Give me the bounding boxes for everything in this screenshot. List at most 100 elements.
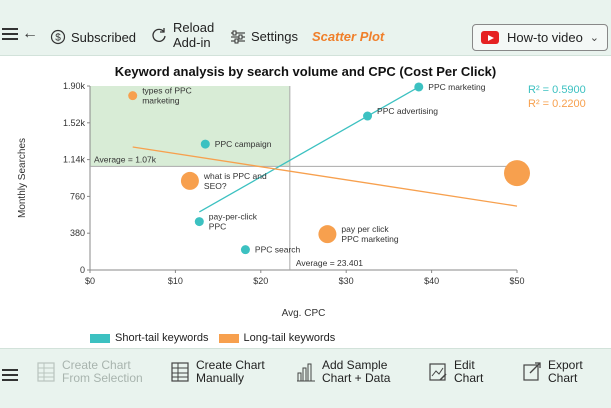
settings-button[interactable]: Settings	[230, 29, 298, 44]
data-point-label-line: PPC	[209, 222, 226, 232]
create-selection-line2: From Selection	[62, 371, 143, 385]
reload-label-line1: Reload	[173, 20, 215, 35]
data-point-label-line: PPC search	[255, 245, 301, 255]
legend-swatch-long-tail	[218, 333, 239, 343]
data-point	[240, 245, 250, 255]
reload-icon	[152, 28, 166, 42]
r-squared-label-short-tail: R² = 0.5900	[528, 84, 586, 96]
trend-line-long-tail	[132, 146, 518, 207]
add-sample-chart-button[interactable]: Add Sample Chart + Data	[296, 359, 390, 385]
r-squared-label-long-tail: R² = 0.2200	[528, 98, 586, 110]
data-point	[200, 139, 210, 149]
data-point	[363, 111, 373, 121]
data-point-label: pay per click PPC marketing	[341, 224, 398, 244]
legend-label-short-tail: Short-tail keywords	[115, 332, 209, 344]
edit-line2: Chart	[454, 371, 484, 385]
data-point-label-line: types of PPC	[142, 86, 192, 96]
bottom-toolbar: Create Chart From Selection Create Chart…	[0, 348, 611, 408]
legend-swatch-short-tail	[90, 333, 110, 343]
create-selection-line1: Create Chart	[62, 358, 131, 372]
x-tick-label: $30	[339, 276, 354, 286]
data-point-label: pay-per-click PPC	[209, 212, 258, 232]
reload-addin-button[interactable]: Reload Add-in	[150, 20, 214, 50]
data-point-label-line: marketing	[142, 96, 180, 106]
y-tick-label: 760	[70, 191, 85, 201]
chart-legend: Short-tail keywords Long-tail keywords	[90, 332, 345, 344]
create-manual-line2: Manually	[196, 371, 245, 385]
y-tick-label: 1.90k	[63, 81, 86, 91]
data-point-label: PPC search	[255, 245, 301, 255]
export-line2: Chart	[548, 371, 578, 385]
data-point	[128, 91, 138, 101]
quadrant-highlight	[90, 86, 290, 167]
legend-item-short-tail: Short-tail keywords	[90, 332, 209, 344]
scatter-plot: 0 380 760 1.14k 1.52k 1.90k $0 $10 $20 $30 $40 $50 A…	[17, 81, 586, 319]
back-arrow-icon[interactable]: ←	[22, 25, 38, 42]
export-chart-button[interactable]: Export Chart	[522, 359, 583, 385]
reload-label-line2: Add-in	[173, 35, 211, 50]
data-point-label-line: PPC marketing	[341, 234, 398, 244]
x-tick-label: $20	[253, 276, 268, 286]
export-icon	[523, 362, 541, 381]
data-point-label-line: what is PPC and	[203, 171, 267, 181]
data-point	[318, 225, 337, 244]
chart-type-label: Scatter Plot	[312, 29, 385, 44]
data-point-label-line: PPC campaign	[215, 139, 272, 149]
create-manual-line1: Create Chart	[196, 358, 265, 372]
data-point-label: what is PPC and SEO?	[203, 171, 267, 191]
x-tick-label: $0	[85, 276, 95, 286]
add-sample-line1: Add Sample	[322, 358, 388, 372]
data-point	[504, 160, 530, 187]
top-toolbar: ← $ Subscribed Reload Add-in Settings Sc…	[0, 0, 611, 56]
grid-icon	[171, 362, 189, 382]
data-point-label-line: pay-per-click	[209, 212, 258, 222]
y-tick-label: 0	[80, 265, 85, 275]
menu-icon[interactable]	[2, 28, 18, 40]
chevron-down-icon: ⌄	[589, 32, 599, 44]
data-point-label: PPC marketing	[428, 82, 485, 92]
data-point-label-line: SEO?	[204, 181, 227, 191]
edit-chart-icon	[429, 363, 447, 381]
subscribed-label: Subscribed	[71, 29, 137, 45]
y-tick-label: 1.52k	[63, 118, 86, 128]
data-point-label: types of PPC marketing	[142, 86, 192, 106]
howto-label: How-to video	[507, 30, 583, 45]
data-point-label-line: PPC marketing	[428, 82, 485, 92]
data-point-label-line: pay per click	[341, 224, 389, 234]
chart-title: Keyword analysis by search volume and CP…	[114, 64, 497, 79]
bottom-menu-icon[interactable]	[2, 369, 18, 381]
create-chart-manually-button[interactable]: Create Chart Manually	[170, 359, 265, 385]
trend-line-short-tail	[198, 86, 420, 213]
export-line1: Export	[548, 358, 583, 372]
chart-area: Keyword analysis by search volume and CP…	[0, 56, 611, 346]
data-point-label: PPC advertising	[377, 106, 438, 116]
data-point-label-line: PPC advertising	[377, 106, 438, 116]
y-tick-label: 1.14k	[63, 155, 86, 165]
dollar-circle-icon: $	[50, 29, 66, 45]
legend-label-long-tail: Long-tail keywords	[243, 332, 336, 344]
edit-chart-button[interactable]: Edit Chart	[428, 359, 483, 385]
average-x-label: Average = 23.401	[296, 258, 363, 268]
x-tick-label: $40	[424, 276, 439, 286]
edit-line1: Edit	[454, 358, 475, 372]
create-chart-from-selection-button[interactable]: Create Chart From Selection	[36, 359, 143, 385]
x-tick-label: $50	[509, 276, 524, 286]
data-point	[194, 217, 204, 227]
subscribed-button[interactable]: $ Subscribed	[50, 29, 136, 45]
table-icon	[37, 362, 55, 382]
youtube-icon	[481, 31, 499, 44]
data-point-label: PPC campaign	[215, 139, 272, 149]
sliders-icon	[231, 30, 245, 43]
x-axis-title: Avg. CPC	[282, 308, 326, 319]
svg-text:$: $	[55, 33, 61, 44]
howto-video-dropdown[interactable]: How-to video ⌄	[472, 24, 608, 51]
bar-chart-icon	[297, 363, 315, 382]
add-sample-line2: Chart + Data	[322, 371, 391, 385]
data-point	[414, 82, 424, 92]
x-tick-label: $10	[168, 276, 183, 286]
settings-label: Settings	[251, 29, 298, 44]
y-axis-title: Monthly Searches	[17, 138, 28, 218]
y-tick-label: 380	[70, 228, 85, 238]
data-point	[180, 171, 199, 190]
legend-item-long-tail: Long-tail keywords	[218, 332, 336, 344]
